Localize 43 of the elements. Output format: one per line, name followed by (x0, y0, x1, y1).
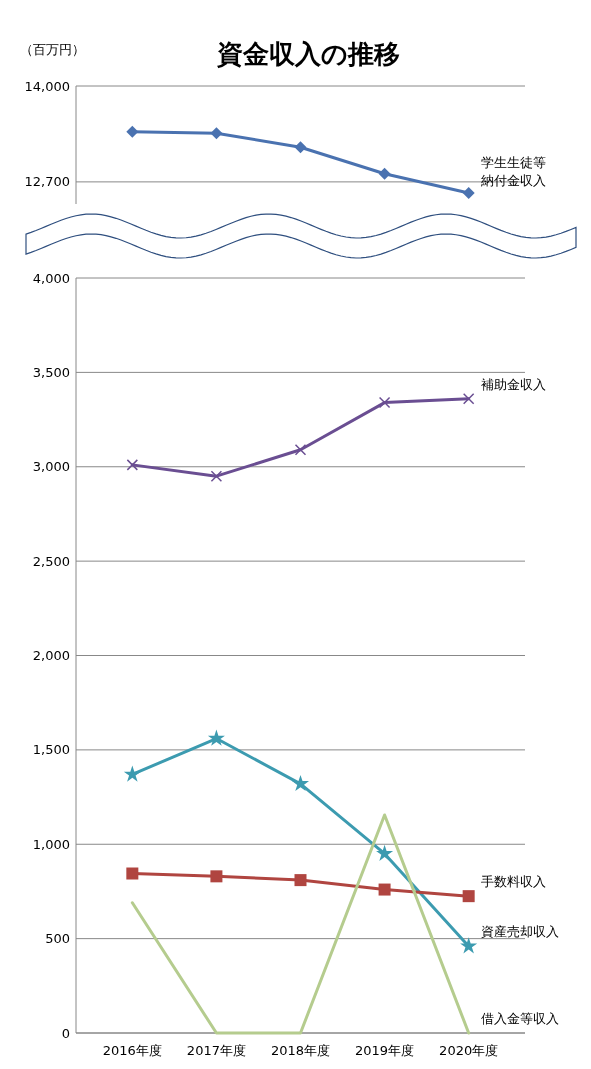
point (210, 470, 223, 482)
point (294, 874, 307, 887)
point (123, 765, 141, 782)
y-tick-label: 2,500 (32, 553, 70, 569)
point (462, 393, 475, 405)
x-tick-label: 2020年度 (439, 1043, 499, 1058)
point (462, 890, 475, 903)
point (294, 141, 307, 154)
series-label: 手数料収入 (480, 874, 546, 890)
point (126, 459, 139, 471)
x-tick-label: 2018年度 (270, 1043, 331, 1058)
x-tick-label: 2017年度 (186, 1043, 246, 1058)
y-tick-label: 1,000 (32, 836, 70, 852)
point (126, 867, 139, 880)
y-tick-label: 12,700 (24, 174, 70, 190)
y-tick-label: 14,000 (24, 78, 70, 94)
point (210, 870, 223, 883)
x-tick-label: 2016年度 (102, 1043, 162, 1058)
y-tick-label: 3,500 (32, 364, 70, 380)
point (291, 774, 310, 792)
series-label: 学生生徒等納付金収入 (480, 154, 546, 188)
point (207, 729, 225, 746)
series-label: 補助金収入 (480, 376, 546, 392)
point (126, 125, 139, 138)
series-label: 借入金等収入 (480, 1011, 559, 1026)
point (460, 937, 478, 954)
point (376, 844, 394, 861)
y-tick-label: 3,000 (32, 459, 70, 475)
point (462, 186, 475, 199)
chart-title: 資金収入の推移 (215, 39, 400, 69)
y-tick-label: 500 (45, 931, 70, 947)
series-label: 資産売却収入 (480, 924, 559, 940)
point (210, 127, 223, 140)
x-tick-label: 2019年度 (355, 1043, 415, 1058)
point (378, 396, 391, 409)
point (378, 883, 391, 896)
y-tick-label: 2,000 (32, 648, 70, 664)
point (294, 444, 307, 456)
y-tick-label: 0 (61, 1025, 70, 1041)
y-tick-label: 4,000 (32, 270, 70, 286)
point (378, 167, 391, 180)
y-axis-title: （百万円） (20, 42, 85, 57)
y-tick-label: 1,500 (32, 742, 70, 758)
